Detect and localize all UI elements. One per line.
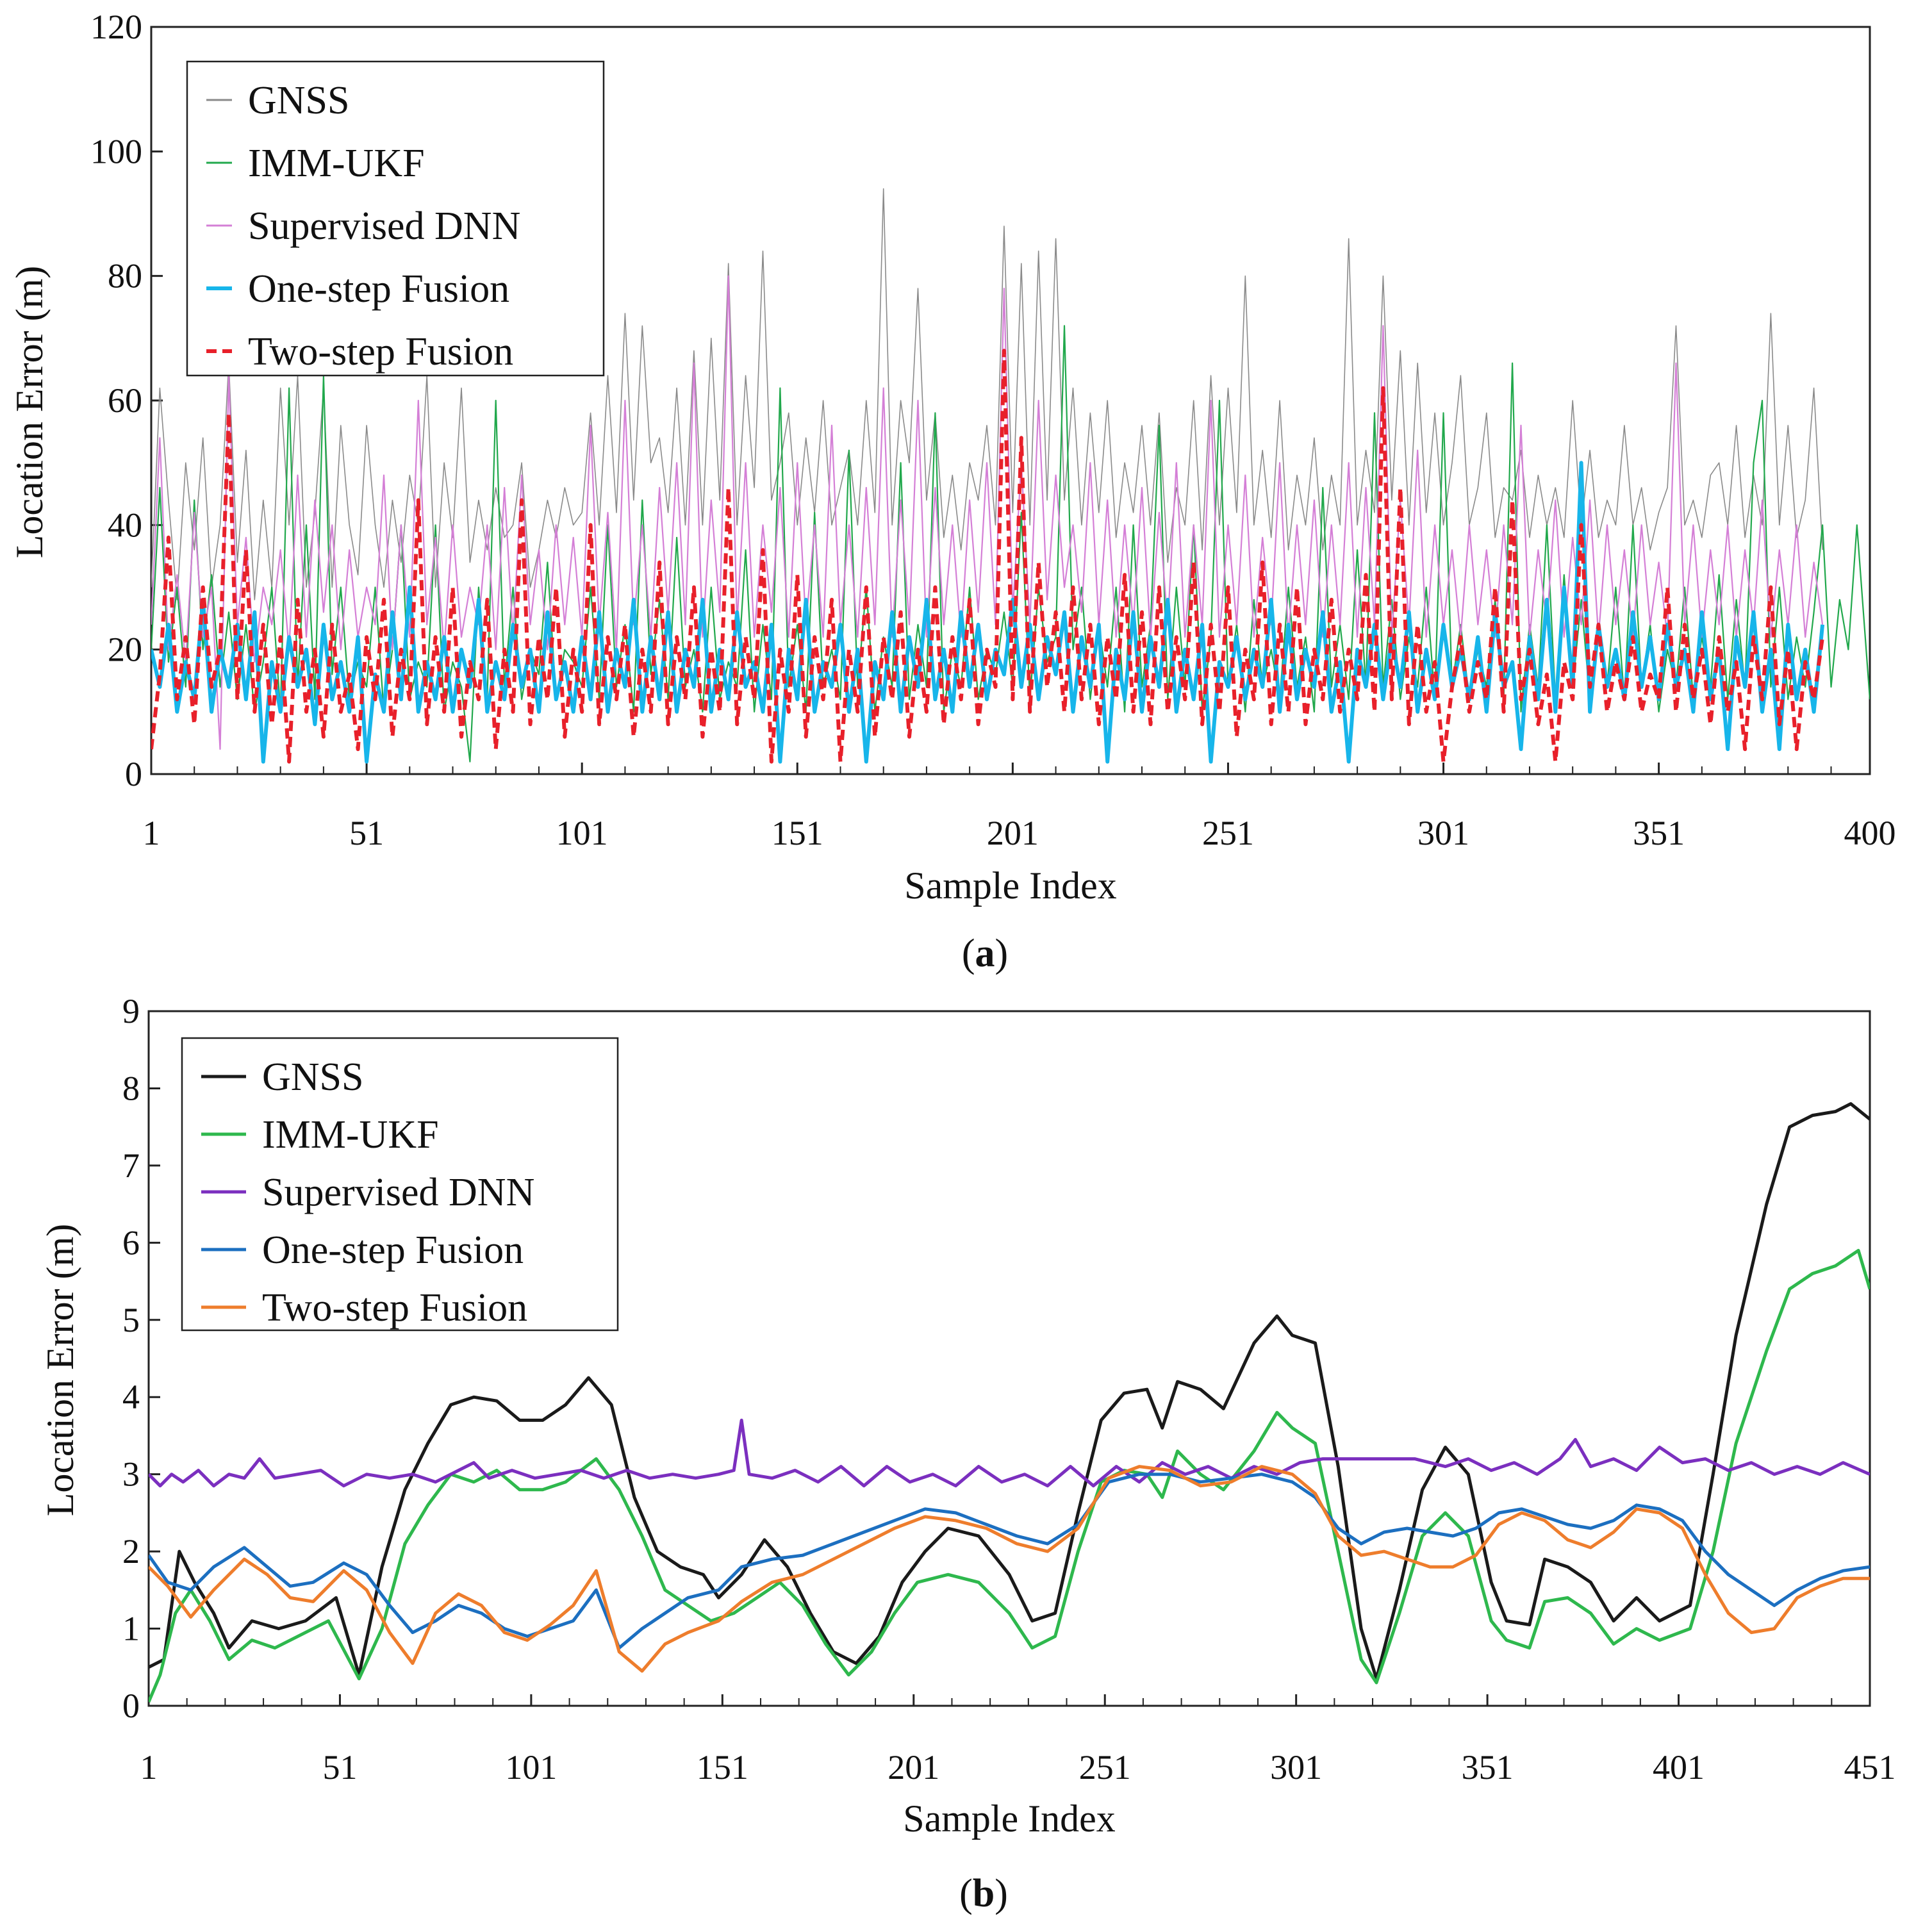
legend-box	[181, 1037, 619, 1332]
legend-label: One-step Fusion	[248, 267, 509, 311]
x-tick-label: 51	[322, 1748, 357, 1787]
figure-caption: (b)	[959, 1872, 1008, 1915]
legend-label: IMM-UKF	[248, 142, 425, 185]
x-axis-title: Sample Index	[904, 864, 1117, 907]
y-tick-label: 20	[108, 631, 142, 669]
x-axis-title: Sample Index	[903, 1797, 1116, 1840]
legend-label: GNSS	[248, 79, 350, 122]
legend: GNSS IMM-UKF Supervised DNN One-step Fusion…	[186, 60, 605, 377]
series-line-gnss	[149, 1102, 1870, 1681]
y-tick-label: 120	[90, 8, 142, 46]
x-tick-label: 400	[1844, 814, 1896, 852]
legend-label: Two-step Fusion	[248, 330, 513, 374]
x-tick-label: 101	[556, 814, 608, 852]
y-tick-label: 0	[125, 755, 142, 793]
legend-box	[186, 60, 605, 377]
y-tick-label: 2	[122, 1532, 140, 1571]
series-line-two-step-fusion	[149, 1465, 1870, 1673]
figure-caption: (a)	[962, 932, 1008, 975]
series-line-gnss	[151, 188, 1823, 600]
y-tick-label: 4	[122, 1378, 140, 1416]
y-axis-title: Location Error (m)	[39, 1224, 81, 1516]
series-line-two-step-fusion	[151, 349, 1825, 764]
y-tick-label: 8	[122, 1069, 140, 1107]
x-tick-label: 251	[1079, 1748, 1131, 1787]
y-tick-label: 1	[122, 1610, 140, 1648]
x-tick-label: 101	[505, 1748, 557, 1787]
series-line-imm-ukf	[149, 1248, 1870, 1703]
x-tick-label: 301	[1417, 814, 1469, 852]
x-tick-label: 351	[1462, 1748, 1514, 1787]
series-group	[149, 1102, 1870, 1703]
legend-label: IMM-UKF	[262, 1113, 439, 1157]
series-line-one-step-fusion	[151, 461, 1825, 764]
x-tick-label: 301	[1270, 1748, 1322, 1787]
y-tick-label: 80	[108, 257, 142, 295]
series-group	[151, 188, 1870, 764]
x-tick-label: 251	[1202, 814, 1254, 852]
x-tick-label: 351	[1633, 814, 1685, 852]
y-tick-label: 0	[122, 1687, 140, 1725]
x-tick-label: 1	[143, 814, 160, 852]
y-tick-label: 60	[108, 381, 142, 420]
x-tick-label: 151	[772, 814, 823, 852]
y-tick-label: 100	[90, 132, 142, 170]
y-tick-label: 5	[122, 1301, 140, 1339]
y-tick-label: 3	[122, 1455, 140, 1494]
x-tick-label: 151	[697, 1748, 748, 1787]
x-tick-label: 51	[349, 814, 384, 852]
legend-label: GNSS	[262, 1055, 364, 1099]
legend-label: One-step Fusion	[262, 1228, 524, 1272]
legend-label: Supervised DNN	[262, 1171, 534, 1214]
y-tick-label: 7	[122, 1146, 140, 1185]
x-tick-label: 201	[987, 814, 1039, 852]
y-tick-label: 40	[108, 506, 142, 544]
legend-label: Supervised DNN	[248, 204, 520, 248]
legend: GNSS IMM-UKF Supervised DNN One-step Fusion…	[181, 1037, 619, 1332]
legend-label: Two-step Fusion	[262, 1286, 527, 1330]
series-line-one-step-fusion	[149, 1473, 1870, 1650]
x-tick-label: 1	[140, 1748, 158, 1787]
series-line-supervised-dnn	[149, 1418, 1870, 1488]
x-tick-label: 401	[1653, 1748, 1705, 1787]
x-tick-label: 451	[1844, 1748, 1896, 1787]
y-tick-label: 9	[122, 992, 140, 1030]
y-axis-title: Location Error (m)	[8, 266, 51, 558]
series-line-supervised-dnn	[151, 275, 1824, 750]
x-tick-label: 201	[888, 1748, 939, 1787]
y-tick-label: 6	[122, 1223, 140, 1262]
